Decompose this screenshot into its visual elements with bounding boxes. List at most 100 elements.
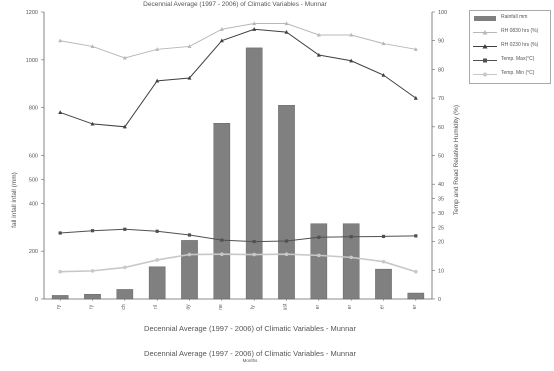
series-point	[187, 233, 192, 237]
rainfall-bar	[51, 295, 69, 300]
series-point	[316, 32, 321, 37]
legend-marker-tmax	[483, 58, 487, 63]
series-point	[349, 255, 353, 260]
series-point	[90, 44, 95, 49]
x-tick-label: ay	[186, 304, 192, 310]
series-point	[220, 252, 224, 257]
legend-item-tmax: Temp. Max(°C)	[473, 56, 549, 65]
rainfall-bar	[148, 266, 166, 300]
series-point	[187, 252, 192, 257]
series-point	[122, 55, 127, 60]
x-tick-label: er	[315, 304, 321, 309]
y-tick-label: 800	[29, 106, 38, 112]
legend-label-rh0230: RH 0230 hrs (%)	[501, 42, 539, 48]
series-point	[123, 265, 127, 270]
x-tick-label: ne	[218, 304, 224, 310]
series-point	[252, 240, 256, 244]
series-point	[187, 44, 192, 49]
series-point	[413, 95, 418, 100]
rainfall-bar	[342, 223, 360, 300]
y2-axis-label: Temp and Read Relative Humidity (%)	[453, 105, 460, 215]
chart-caption: Decennial Average (1997 - 2006) of Clima…	[144, 349, 356, 358]
rainfall-bar	[84, 294, 101, 300]
series-point	[220, 238, 224, 242]
y-tick-label: 600	[29, 154, 38, 160]
series-point	[187, 75, 192, 80]
y-tick-label: 1000	[26, 58, 38, 64]
series-point	[317, 235, 321, 239]
y2-tick-label: 0	[438, 297, 441, 303]
series-line	[59, 28, 417, 128]
y2-tick-label: 10	[438, 268, 444, 274]
series-line	[60, 22, 416, 59]
legend-marker-tmin	[483, 72, 487, 77]
series-point	[58, 269, 62, 274]
y2-tick-label: 70	[438, 96, 444, 102]
legend-marker-rh0230	[482, 44, 488, 49]
y-tick-label: 0	[35, 297, 38, 303]
series-point	[90, 121, 95, 126]
y-tick-label: 400	[29, 201, 38, 207]
series-point	[284, 239, 289, 243]
legend-swatch-rainfall	[474, 16, 496, 21]
series-point	[123, 227, 127, 231]
y-tick-label: 200	[29, 249, 38, 255]
series-point	[58, 38, 63, 43]
rainfall-bar	[310, 223, 328, 300]
series-point	[349, 58, 354, 63]
legend-item-tmin: Temp. Min (°C)	[473, 70, 549, 79]
series-point	[155, 78, 160, 83]
y2-tick-label: 80	[438, 67, 444, 73]
series-point	[284, 252, 289, 257]
series-point	[252, 252, 256, 257]
series-point	[219, 27, 224, 31]
legend-label-tmin: Temp. Min (°C)	[501, 70, 535, 76]
rainfall-bar	[278, 105, 295, 300]
series-point	[316, 52, 321, 57]
series-point	[155, 229, 159, 233]
x-tick-label: ry	[89, 304, 95, 309]
y2-tick-label: 20	[438, 240, 444, 246]
chart-legend: Rainfall mm RH 0830 hrs (%) RH 0230 hrs …	[469, 10, 551, 84]
series-point	[122, 124, 127, 129]
y-axis-label: fall infall infall (mm)	[11, 172, 18, 228]
series-point	[252, 27, 257, 31]
series-point	[90, 229, 95, 233]
series-point	[284, 29, 289, 34]
series-point	[58, 110, 63, 115]
series-point	[349, 235, 353, 239]
series-point	[252, 21, 257, 26]
y-tick-label: 1200	[26, 10, 38, 16]
y2-tick-label: 90	[438, 39, 444, 45]
y2-tick-label: 100	[438, 10, 447, 16]
legend-item-rainfall: Rainfall mm	[473, 14, 549, 23]
y2-tick-label: 25	[438, 225, 444, 231]
series-point	[284, 21, 289, 26]
y-tick-label: 500	[29, 177, 38, 183]
series-point	[155, 258, 159, 262]
rainfall-bar	[245, 47, 263, 300]
legend-marker-rh0830	[482, 30, 488, 35]
series-point	[381, 234, 386, 239]
series-point	[414, 234, 418, 238]
chart-title: Decennial Average (1997 - 2006) of Clima…	[143, 1, 327, 8]
series-point	[381, 72, 386, 77]
rainfall-bar	[375, 268, 392, 300]
legend-item-rh0230: RH 0230 hrs (%)	[473, 42, 549, 51]
series-point	[413, 47, 418, 51]
series-line	[60, 228, 416, 243]
series-point	[414, 269, 418, 274]
x-tick-label: ly	[250, 305, 256, 309]
y2-tick-label: 40	[438, 182, 444, 188]
x-tick-label: er	[347, 304, 353, 309]
rainfall-bar	[407, 292, 425, 300]
y2-tick-label: 30	[438, 211, 444, 217]
rainfall-bar	[116, 289, 134, 300]
rainfall-bar	[181, 240, 198, 300]
x-tick-label: ch	[121, 304, 127, 310]
plot-area: 0 200 400 500 600 800 1000 1200 0 10 20 25 30 35 40 50 6…	[26, 10, 447, 310]
x-tick-label: er	[412, 304, 418, 309]
series-point	[381, 41, 386, 46]
series-point	[155, 47, 160, 51]
y2-tick-label: 50	[438, 154, 444, 160]
